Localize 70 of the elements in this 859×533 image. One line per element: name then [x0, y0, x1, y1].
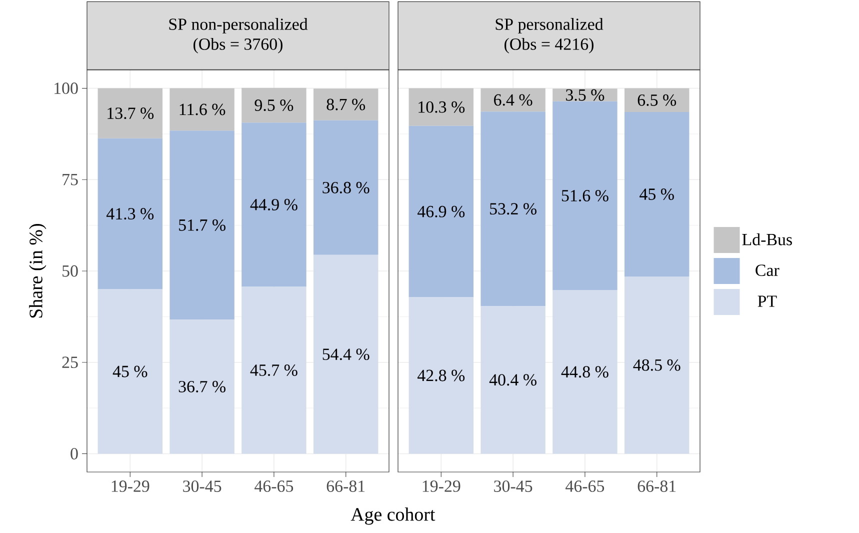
data-label: 45 %	[640, 188, 674, 200]
bar	[480, 306, 546, 454]
bar	[170, 320, 234, 454]
chart-subtitle: (Obs = 3760)	[194, 38, 282, 54]
bar	[242, 286, 306, 454]
x-tick-label: 46-65	[254, 480, 294, 492]
bar	[480, 88, 546, 112]
x-tick-label: 19-29	[422, 480, 460, 492]
bar	[480, 112, 546, 306]
legend-label: Car	[756, 264, 780, 276]
chart-title: SP personalized	[496, 18, 604, 34]
bar	[98, 88, 162, 138]
data-label: 9.5 %	[254, 100, 294, 112]
data-label: 51.6 %	[562, 190, 608, 202]
bar	[242, 88, 306, 123]
y-tick-label: 25	[62, 356, 78, 368]
data-label: 44.9 %	[250, 198, 298, 210]
data-label: 6.5 %	[638, 94, 676, 106]
bar	[624, 276, 690, 454]
data-label: 46.9 %	[417, 206, 465, 218]
x-tick-label: 46-65	[566, 480, 604, 492]
x-tick-label: 19-29	[112, 480, 150, 492]
bar	[552, 101, 618, 290]
bar	[170, 88, 234, 131]
y-tick-label: 75	[62, 174, 78, 186]
chart-subtitle: (Obs = 4216)	[504, 38, 594, 54]
x-tick-label: 30-45	[494, 480, 532, 492]
bar	[552, 88, 618, 102]
legend-label: PT	[758, 296, 777, 307]
bar	[170, 130, 234, 320]
data-label: 13.7 %	[108, 108, 154, 120]
data-label: 3.5 %	[566, 89, 604, 101]
data-label: 51.7 %	[179, 219, 226, 231]
y-tick-label: 0	[70, 448, 78, 460]
x-tick-label: 66-81	[638, 480, 676, 492]
x-tick-label: 66-81	[326, 480, 365, 492]
data-label: 6.4 %	[494, 94, 532, 106]
bar	[98, 289, 162, 454]
bar	[408, 88, 474, 126]
data-label: 40.4 %	[489, 374, 536, 386]
data-label: 44.8 %	[561, 366, 608, 378]
data-label: 48.5 %	[633, 359, 680, 371]
data-label: 8.7 %	[326, 98, 366, 110]
x-axis-title: Age cohort	[350, 508, 436, 525]
data-label: 36.8 %	[322, 182, 370, 194]
bar	[624, 112, 690, 276]
data-label: 53.2 %	[490, 203, 536, 215]
bar	[314, 88, 378, 120]
data-label: 36.7 %	[178, 380, 226, 392]
bar	[552, 290, 618, 454]
bar	[408, 297, 474, 454]
bar	[98, 138, 162, 290]
bar	[242, 122, 306, 287]
data-label: 41.3 %	[106, 208, 154, 220]
data-label: 10.3 %	[418, 101, 465, 113]
bar	[624, 88, 690, 112]
data-label: 45 %	[112, 366, 148, 378]
legend-label: Ld-Bus	[742, 233, 792, 246]
bar	[314, 254, 378, 454]
y-tick-label: 50	[62, 265, 78, 277]
data-label: 11.6 %	[180, 104, 226, 116]
x-tick-label: 30-45	[183, 480, 222, 492]
y-tick-label: 100	[54, 82, 78, 94]
bar	[408, 126, 474, 298]
y-axis-title: Share (in %)	[29, 224, 46, 318]
data-label: 54.4 %	[322, 348, 370, 360]
bar	[314, 120, 378, 255]
chart-title: SP non-personalized	[169, 18, 308, 34]
data-label: 42.8 %	[417, 370, 465, 382]
data-label: 45.7 %	[250, 364, 298, 376]
